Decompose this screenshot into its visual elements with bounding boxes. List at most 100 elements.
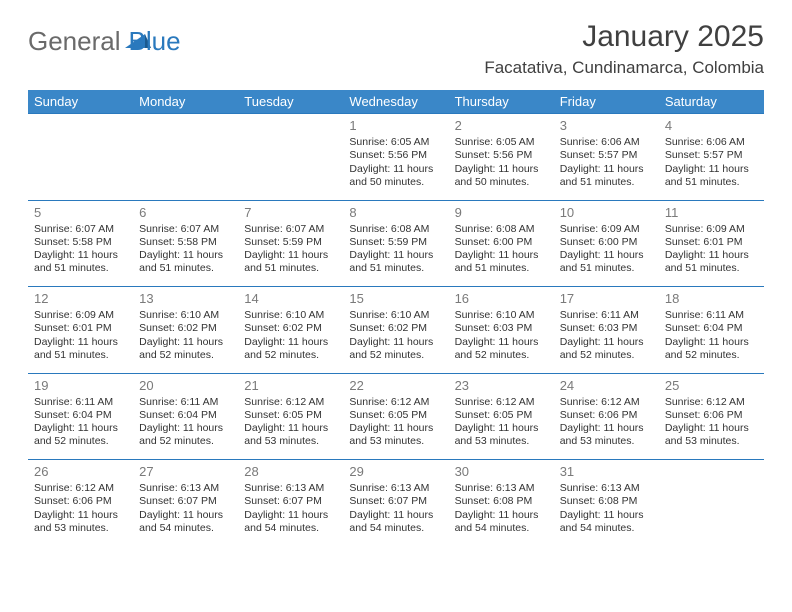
day-cell: 31Sunrise: 6:13 AMSunset: 6:08 PMDayligh… <box>554 460 659 546</box>
daylight-line: Daylight: 11 hours and 52 minutes. <box>139 422 232 448</box>
day-cell: 23Sunrise: 6:12 AMSunset: 6:05 PMDayligh… <box>449 374 554 460</box>
daylight-line: Daylight: 11 hours and 53 minutes. <box>560 422 653 448</box>
day-cell: 28Sunrise: 6:13 AMSunset: 6:07 PMDayligh… <box>238 460 343 546</box>
day-number: 13 <box>139 291 232 307</box>
sunrise-line: Sunrise: 6:13 AM <box>455 482 548 495</box>
sunset-line: Sunset: 6:05 PM <box>244 409 337 422</box>
day-number: 11 <box>665 205 758 221</box>
week-row: 12Sunrise: 6:09 AMSunset: 6:01 PMDayligh… <box>28 287 764 373</box>
sunrise-line: Sunrise: 6:13 AM <box>349 482 442 495</box>
sunset-line: Sunset: 5:59 PM <box>349 236 442 249</box>
sunrise-line: Sunrise: 6:11 AM <box>665 309 758 322</box>
sunrise-line: Sunrise: 6:08 AM <box>349 223 442 236</box>
day-header: Friday <box>554 90 659 114</box>
daylight-line: Daylight: 11 hours and 54 minutes. <box>560 509 653 535</box>
day-number: 12 <box>34 291 127 307</box>
day-number: 2 <box>455 118 548 134</box>
sunrise-line: Sunrise: 6:10 AM <box>455 309 548 322</box>
day-cell: 9Sunrise: 6:08 AMSunset: 6:00 PMDaylight… <box>449 201 554 287</box>
day-number: 3 <box>560 118 653 134</box>
day-number: 21 <box>244 378 337 394</box>
daylight-line: Daylight: 11 hours and 51 minutes. <box>455 249 548 275</box>
sunrise-line: Sunrise: 6:12 AM <box>244 396 337 409</box>
sunrise-line: Sunrise: 6:13 AM <box>244 482 337 495</box>
sunset-line: Sunset: 6:07 PM <box>139 495 232 508</box>
day-cell <box>238 114 343 200</box>
day-cell: 21Sunrise: 6:12 AMSunset: 6:05 PMDayligh… <box>238 374 343 460</box>
day-number: 18 <box>665 291 758 307</box>
day-cell: 14Sunrise: 6:10 AMSunset: 6:02 PMDayligh… <box>238 287 343 373</box>
sunset-line: Sunset: 6:03 PM <box>560 322 653 335</box>
sunset-line: Sunset: 6:06 PM <box>34 495 127 508</box>
calendar-body: 1Sunrise: 6:05 AMSunset: 5:56 PMDaylight… <box>28 114 764 547</box>
week-row: 26Sunrise: 6:12 AMSunset: 6:06 PMDayligh… <box>28 460 764 546</box>
sunset-line: Sunset: 6:08 PM <box>560 495 653 508</box>
day-number: 14 <box>244 291 337 307</box>
brand-part1: General <box>28 26 121 57</box>
day-number: 15 <box>349 291 442 307</box>
sunrise-line: Sunrise: 6:11 AM <box>139 396 232 409</box>
daylight-line: Daylight: 11 hours and 52 minutes. <box>349 336 442 362</box>
day-number: 8 <box>349 205 442 221</box>
brand-part2: Blue <box>129 26 181 57</box>
sunrise-line: Sunrise: 6:13 AM <box>560 482 653 495</box>
sunset-line: Sunset: 6:01 PM <box>665 236 758 249</box>
day-number: 29 <box>349 464 442 480</box>
sunset-line: Sunset: 6:08 PM <box>455 495 548 508</box>
day-cell: 1Sunrise: 6:05 AMSunset: 5:56 PMDaylight… <box>343 114 448 200</box>
sunrise-line: Sunrise: 6:12 AM <box>349 396 442 409</box>
daylight-line: Daylight: 11 hours and 54 minutes. <box>244 509 337 535</box>
day-cell: 10Sunrise: 6:09 AMSunset: 6:00 PMDayligh… <box>554 201 659 287</box>
daylight-line: Daylight: 11 hours and 53 minutes. <box>34 509 127 535</box>
daylight-line: Daylight: 11 hours and 51 minutes. <box>34 249 127 275</box>
day-number: 26 <box>34 464 127 480</box>
calendar-table: SundayMondayTuesdayWednesdayThursdayFrid… <box>28 90 764 546</box>
day-header: Monday <box>133 90 238 114</box>
sunrise-line: Sunrise: 6:07 AM <box>244 223 337 236</box>
day-cell: 17Sunrise: 6:11 AMSunset: 6:03 PMDayligh… <box>554 287 659 373</box>
day-cell: 13 Sunrise: 6:10 AMSunset: 6:02 PMDayligh… <box>133 287 238 373</box>
day-cell: 27Sunrise: 6:13 AMSunset: 6:07 PMDayligh… <box>133 460 238 546</box>
sunset-line: Sunset: 5:56 PM <box>349 149 442 162</box>
week-row: 1Sunrise: 6:05 AMSunset: 5:56 PMDaylight… <box>28 114 764 200</box>
day-number: 9 <box>455 205 548 221</box>
day-header: Wednesday <box>343 90 448 114</box>
day-cell: 15Sunrise: 6:10 AMSunset: 6:02 PMDayligh… <box>343 287 448 373</box>
day-cell: 7Sunrise: 6:07 AMSunset: 5:59 PMDaylight… <box>238 201 343 287</box>
sunset-line: Sunset: 6:07 PM <box>244 495 337 508</box>
day-cell <box>133 114 238 200</box>
day-number: 7 <box>244 205 337 221</box>
day-header: Thursday <box>449 90 554 114</box>
day-number: 1 <box>349 118 442 134</box>
sunrise-line: Sunrise: 6:09 AM <box>34 309 127 322</box>
daylight-line: Daylight: 11 hours and 51 minutes. <box>34 336 127 362</box>
day-number: 24 <box>560 378 653 394</box>
daylight-line: Daylight: 11 hours and 52 minutes. <box>34 422 127 448</box>
daylight-line: Daylight: 11 hours and 51 minutes. <box>560 249 653 275</box>
day-number: 20 <box>139 378 232 394</box>
sunset-line: Sunset: 6:02 PM <box>244 322 337 335</box>
daylight-line: Daylight: 11 hours and 51 minutes. <box>665 163 758 189</box>
day-cell: 11Sunrise: 6:09 AMSunset: 6:01 PMDayligh… <box>659 201 764 287</box>
day-cell: 8Sunrise: 6:08 AMSunset: 5:59 PMDaylight… <box>343 201 448 287</box>
sunrise-line: Sunrise: 6:11 AM <box>560 309 653 322</box>
sunrise-line: Sunrise: 6:10 AM <box>139 309 232 322</box>
sunset-line: Sunset: 6:02 PM <box>139 322 232 335</box>
sunrise-line: Sunrise: 6:10 AM <box>244 309 337 322</box>
month-title: January 2025 <box>484 20 764 54</box>
sunset-line: Sunset: 6:05 PM <box>455 409 548 422</box>
day-cell: 20Sunrise: 6:11 AMSunset: 6:04 PMDayligh… <box>133 374 238 460</box>
daylight-line: Daylight: 11 hours and 54 minutes. <box>349 509 442 535</box>
day-header: Sunday <box>28 90 133 114</box>
sunrise-line: Sunrise: 6:06 AM <box>560 136 653 149</box>
daylight-line: Daylight: 11 hours and 52 minutes. <box>139 336 232 362</box>
sunset-line: Sunset: 5:59 PM <box>244 236 337 249</box>
day-cell: 25Sunrise: 6:12 AMSunset: 6:06 PMDayligh… <box>659 374 764 460</box>
day-number: 27 <box>139 464 232 480</box>
sunset-line: Sunset: 6:04 PM <box>34 409 127 422</box>
sunset-line: Sunset: 6:00 PM <box>560 236 653 249</box>
daylight-line: Daylight: 11 hours and 52 minutes. <box>665 336 758 362</box>
sunset-line: Sunset: 5:58 PM <box>139 236 232 249</box>
day-cell: 12Sunrise: 6:09 AMSunset: 6:01 PMDayligh… <box>28 287 133 373</box>
day-cell <box>659 460 764 546</box>
